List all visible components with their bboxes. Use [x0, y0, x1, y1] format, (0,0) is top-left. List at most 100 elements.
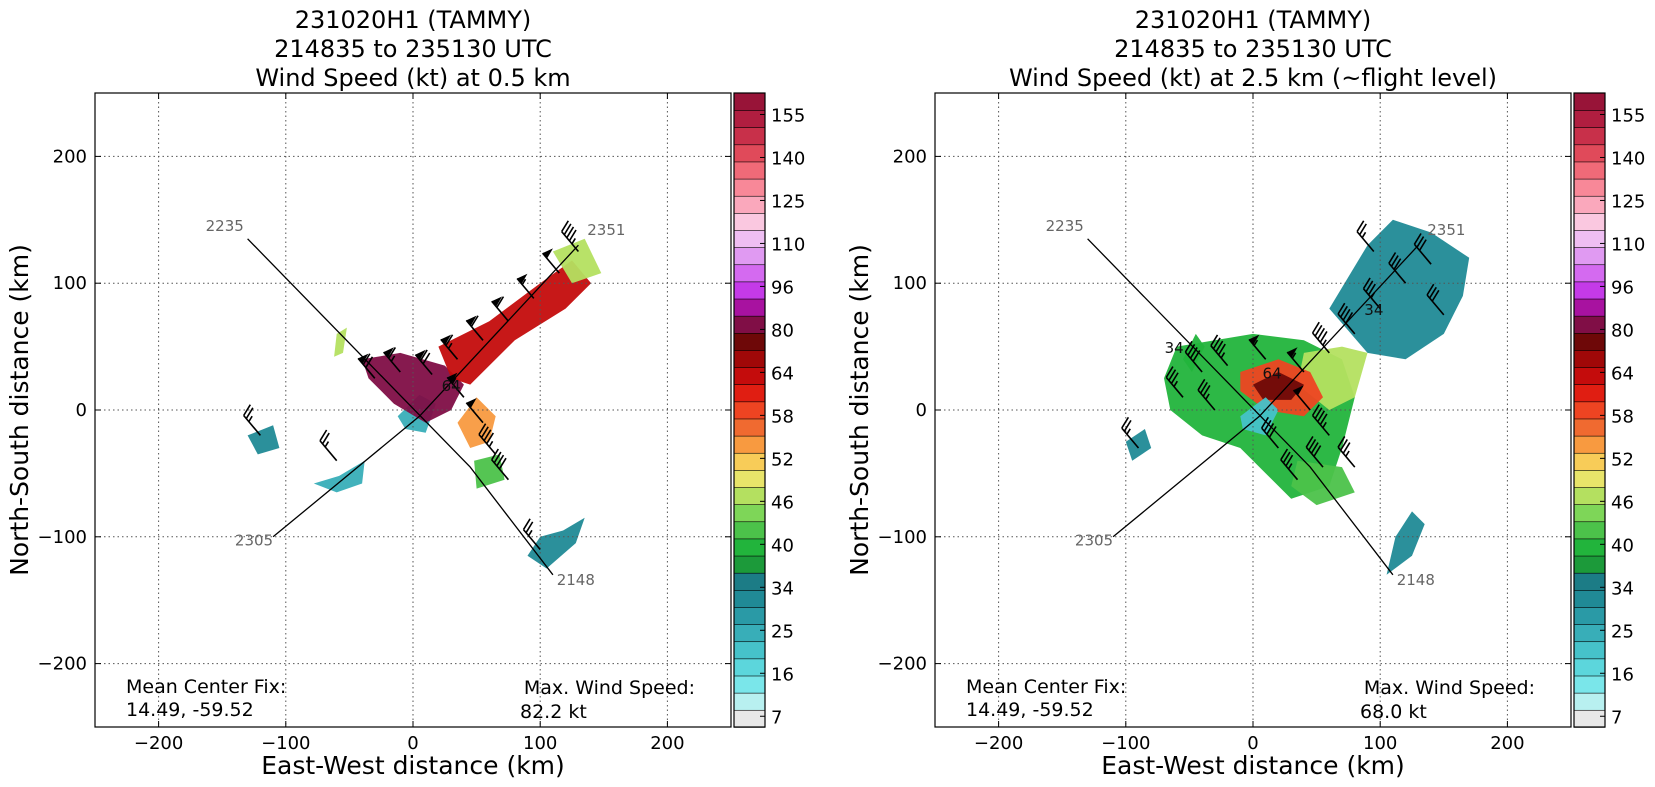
flight-track	[247, 238, 579, 576]
colorbar-swatch	[1573, 92, 1606, 111]
x-axis-label: East-West distance (km)	[1101, 751, 1405, 780]
x-tick-label: −100	[261, 733, 310, 754]
wind-region-10	[334, 327, 347, 357]
colorbar-swatch	[1573, 418, 1606, 437]
y-tick-label: −200	[878, 654, 927, 675]
colorbar-tick-label: 110	[771, 234, 805, 255]
colorbar-swatch	[1573, 349, 1606, 368]
track-time-label: 2235	[206, 217, 244, 235]
colorbar-swatch	[733, 469, 766, 488]
y-tick-label: −100	[878, 527, 927, 548]
contour-label: 34	[1165, 339, 1184, 357]
colorbar-swatch	[1573, 264, 1606, 283]
colorbar-tick-label: 155	[771, 105, 805, 126]
y-tick-label: −200	[38, 654, 87, 675]
mean-center-label: Mean Center Fix:	[966, 676, 1126, 698]
colorbar-swatch	[1573, 144, 1606, 163]
y-tick-label: 0	[76, 400, 87, 421]
colorbar-swatch	[1573, 538, 1606, 557]
colorbar-tick-label: 125	[771, 191, 805, 212]
colorbar-swatch	[733, 92, 766, 111]
y-tick-label: 100	[893, 273, 927, 294]
colorbar-tick-label: 80	[771, 320, 794, 341]
track-time-label: 2148	[1397, 571, 1435, 589]
x-tick-label: −200	[134, 733, 183, 754]
max-wind-value: 68.0 kt	[1360, 701, 1427, 723]
y-axis-label: North-South distance (km)	[845, 244, 874, 576]
colorbar-swatch	[733, 675, 766, 694]
wind-barb	[1388, 252, 1407, 284]
colorbar-swatch	[1573, 315, 1606, 334]
colorbar-swatch	[1573, 435, 1606, 454]
contour-label: 64	[442, 377, 461, 395]
colorbar-tick-label: 96	[1611, 277, 1634, 298]
wind-barb	[440, 334, 459, 360]
colorbar-swatch	[733, 538, 766, 557]
wind-barb	[243, 404, 262, 436]
colorbar-swatch	[733, 401, 766, 420]
colorbar-swatch	[733, 623, 766, 643]
wind-barb	[319, 429, 338, 462]
colorbar-swatch	[733, 212, 766, 231]
colorbar-swatch	[1573, 229, 1606, 248]
y-tick-label: 100	[53, 273, 87, 294]
wind-barb	[1337, 435, 1356, 468]
track-time-label: 2148	[557, 571, 595, 589]
colorbar-swatch	[733, 418, 766, 437]
track-time-label: 2351	[1427, 221, 1465, 239]
colorbar: 7 16 25 34 40 46 52 58 64 80 96 110 125 140 155	[1573, 92, 1645, 728]
x-tick-label: 0	[1247, 733, 1258, 754]
colorbar-tick-label: 140	[1611, 148, 1645, 169]
wind-region-5	[457, 397, 496, 448]
colorbar-tick-label: 46	[1611, 492, 1634, 513]
flight-track	[1087, 238, 1419, 576]
colorbar-swatch	[1573, 555, 1606, 574]
wind-barb	[1261, 416, 1280, 449]
wind-region-7	[1386, 511, 1425, 575]
wind-region-5	[1253, 372, 1304, 400]
colorbar-tick-label: 64	[771, 363, 794, 384]
colorbar-tick-label: 140	[771, 148, 805, 169]
colorbar-swatch	[1573, 195, 1606, 214]
colorbar-tick-label: 58	[771, 406, 794, 427]
colorbar-swatch	[1573, 692, 1606, 711]
colorbar-tick-label: 16	[771, 664, 794, 685]
max-wind-label: Max. Wind Speed:	[1364, 677, 1535, 699]
colorbar-swatch	[733, 178, 766, 197]
wind-barb	[561, 220, 580, 253]
colorbar-swatch	[1573, 161, 1606, 180]
colorbar-swatch	[1573, 589, 1606, 608]
colorbar-swatch	[1573, 366, 1606, 386]
wind-barb	[465, 315, 484, 341]
colorbar-tick-label: 40	[1611, 535, 1634, 556]
colorbar-swatch	[1573, 521, 1606, 540]
colorbar-swatch	[1573, 401, 1606, 420]
y-tick-label: 200	[893, 146, 927, 167]
chart-title-line: Wind Speed (kt) at 0.5 km	[255, 64, 570, 92]
colorbar-tick-label: 52	[771, 449, 794, 470]
colorbar-swatch	[733, 229, 766, 248]
colorbar-swatch	[733, 246, 766, 266]
colorbar-tick-label: 25	[771, 621, 794, 642]
colorbar-swatch	[733, 383, 766, 403]
colorbar-swatch	[1573, 503, 1606, 523]
colorbar-swatch	[733, 452, 766, 471]
x-axis-label: East-West distance (km)	[261, 751, 565, 780]
colorbar-swatch	[1573, 126, 1606, 146]
wind-barb	[1337, 302, 1356, 335]
wind-region-9	[1125, 429, 1152, 461]
wind-barb	[465, 398, 484, 424]
max-wind-value: 82.2 kt	[520, 701, 587, 723]
colorbar-swatch	[733, 298, 766, 317]
wind-barbs	[243, 220, 580, 551]
contour-label: 34	[1364, 301, 1383, 319]
colorbar-tick-label: 7	[1611, 707, 1622, 728]
wind-region-1	[313, 460, 365, 493]
y-axis-label: North-South distance (km)	[5, 244, 34, 576]
colorbar-swatch	[1573, 281, 1606, 300]
colorbar-swatch	[733, 641, 766, 660]
wind-barb	[1197, 378, 1216, 411]
max-wind-label: Max. Wind Speed:	[524, 677, 695, 699]
colorbar-swatch	[1573, 606, 1606, 625]
